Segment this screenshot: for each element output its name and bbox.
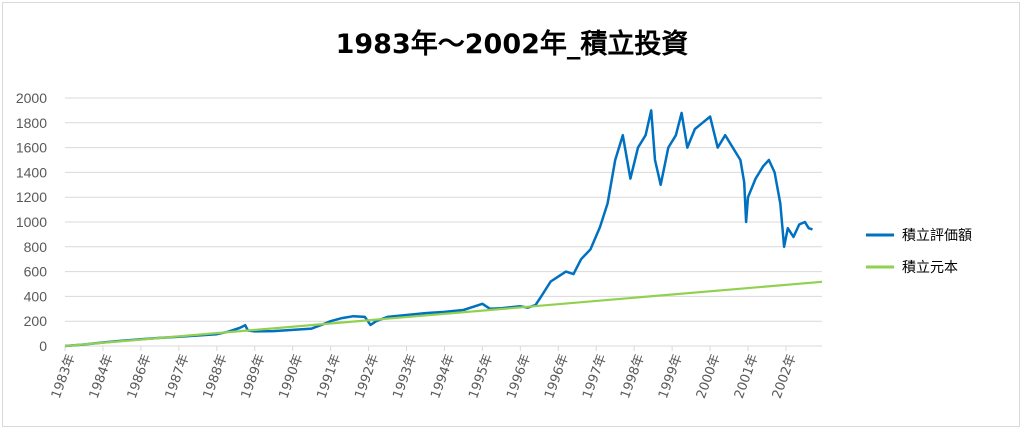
x-tick-label: 1989年 <box>239 352 269 400</box>
y-tick-label: 2000 <box>16 90 47 106</box>
x-tick-label: 2002年 <box>770 352 800 400</box>
x-tick-label: 2001年 <box>732 352 762 400</box>
y-axis-ticks: 0 200 400 600 800 1000 1200 1400 1600 1800 2000 <box>16 90 47 354</box>
y-tick-label: 0 <box>39 338 47 354</box>
x-tick-label: 1986年 <box>125 352 155 400</box>
x-tick-label: 1984年 <box>87 352 117 400</box>
x-tick-label: 1995年 <box>466 352 496 400</box>
x-tick-label: 1999年 <box>656 352 686 400</box>
x-tick-label: 1997年 <box>580 352 610 400</box>
x-tick-label: 1993年 <box>390 352 420 400</box>
y-tick-label: 1400 <box>16 164 47 180</box>
x-axis-ticks: 1983年 1984年 1986年 1987年 1988年 1989年 1990年 1991年… <box>49 346 800 401</box>
y-tick-label: 1000 <box>16 214 47 230</box>
series-line-2 <box>64 280 823 348</box>
legend-label-1: 積立評価額 <box>902 228 972 244</box>
x-tick-label: 1983年 <box>49 352 79 400</box>
x-tick-label: 1992年 <box>352 352 382 400</box>
x-tick-label: 2000年 <box>694 352 724 400</box>
x-tick-label: 1990年 <box>277 352 307 400</box>
chart-title: 1983年～2002年_積立投資 <box>335 29 689 60</box>
x-tick-label: 1988年 <box>201 352 231 400</box>
y-tick-label: 600 <box>24 264 48 280</box>
y-tick-label: 1600 <box>16 140 47 156</box>
x-tick-label: 1987年 <box>163 352 193 400</box>
y-tick-label: 1200 <box>16 189 47 205</box>
x-tick-label: 1996年 <box>542 352 572 400</box>
gridlines <box>65 97 822 347</box>
legend-label-2: 積立元本 <box>902 260 958 276</box>
series-line-1 <box>64 109 813 348</box>
x-tick-label: 1994年 <box>428 352 458 400</box>
x-tick-label: 1991年 <box>315 352 345 400</box>
series-lines <box>64 109 823 348</box>
y-tick-label: 800 <box>24 239 48 255</box>
y-tick-label: 1800 <box>16 115 47 131</box>
x-tick-label: 1998年 <box>618 352 648 400</box>
x-tick-label: 1996年 <box>504 352 534 400</box>
y-tick-label: 200 <box>24 313 48 329</box>
y-tick-label: 400 <box>24 288 48 304</box>
